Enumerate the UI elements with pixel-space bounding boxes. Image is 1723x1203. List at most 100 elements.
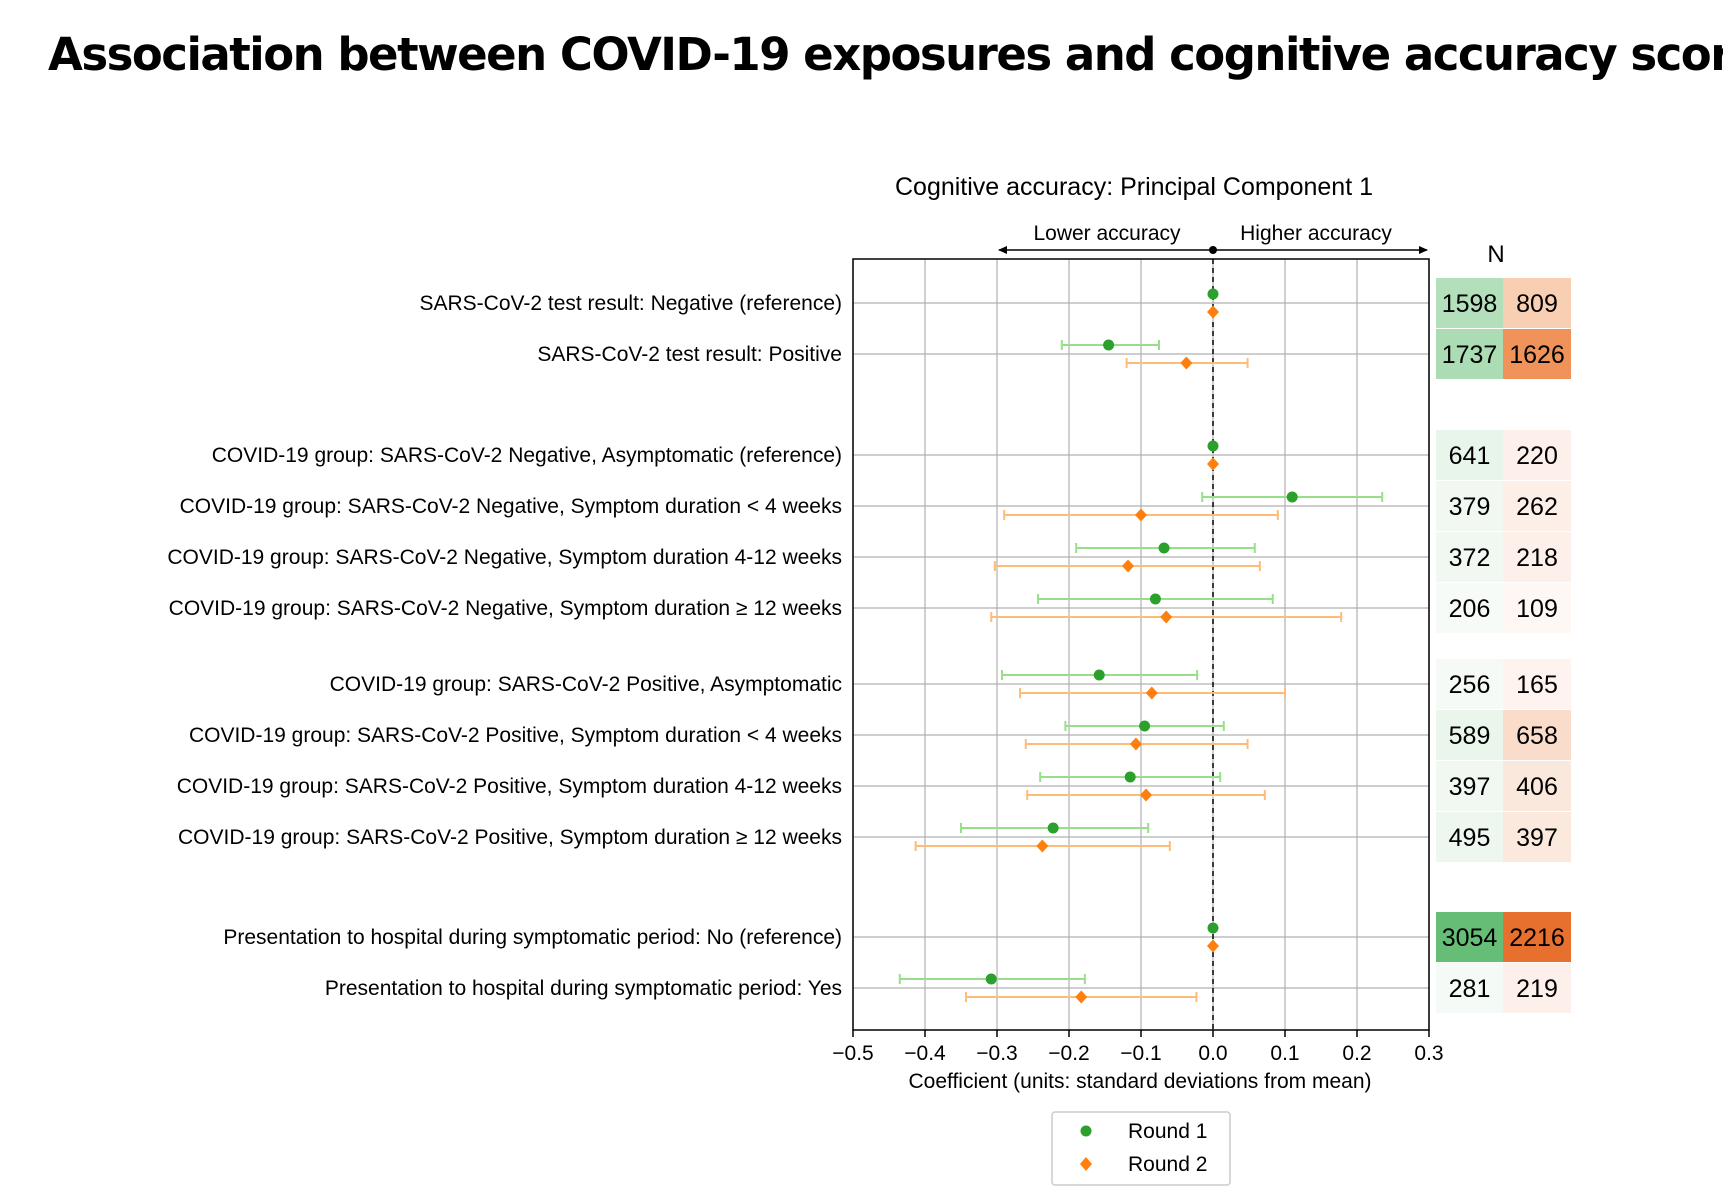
round-2-point — [1129, 737, 1142, 751]
row-label: COVID-19 group: SARS-CoV-2 Negative, Asy… — [212, 444, 842, 467]
n-round-2-cell — [1503, 532, 1571, 582]
n-round-2-value: 406 — [1516, 773, 1558, 801]
n-round-2-value: 165 — [1516, 671, 1558, 699]
x-tick-label: −0.2 — [1048, 1042, 1089, 1065]
n-round-1-cell — [1436, 710, 1503, 760]
row-label: Presentation to hospital during symptoma… — [325, 977, 842, 1000]
round-2-point — [1207, 305, 1219, 319]
round-2-point — [1122, 559, 1135, 573]
n-round-2-value: 109 — [1516, 595, 1558, 623]
x-tick-label: −0.1 — [1120, 1042, 1161, 1065]
lower-accuracy-label: Lower accuracy — [1033, 222, 1181, 245]
n-round-2-cell — [1503, 761, 1571, 811]
n-round-2-cell — [1503, 481, 1571, 531]
legend: Round 1 Round 2 — [1051, 1111, 1231, 1186]
x-tick-label: −0.4 — [904, 1042, 946, 1065]
n-round-1-cell — [1436, 659, 1503, 709]
round-1-point — [1207, 440, 1219, 452]
row-label: SARS-CoV-2 test result: Negative (refere… — [419, 292, 842, 315]
round-1-point — [1207, 922, 1219, 934]
n-round-2-value: 397 — [1516, 824, 1558, 852]
n-round-2-value: 809 — [1516, 290, 1558, 318]
row-label: COVID-19 group: SARS-CoV-2 Positive, Asy… — [330, 673, 842, 696]
page-title: Association between COVID-19 exposures a… — [48, 28, 1723, 81]
n-round-1-cell — [1436, 278, 1503, 328]
round-1-point — [1207, 288, 1219, 300]
n-round-2-value: 658 — [1516, 722, 1558, 750]
round-2-point — [1180, 356, 1193, 370]
row-label: COVID-19 group: SARS-CoV-2 Negative, Sym… — [167, 546, 842, 569]
round-1-point — [1093, 669, 1105, 681]
n-round-1-value: 372 — [1449, 544, 1491, 572]
n-round-2-cell — [1503, 963, 1571, 1013]
round-2-point — [1207, 939, 1219, 953]
legend-round-1-marker — [1080, 1125, 1092, 1137]
legend-round-2-marker — [1080, 1157, 1092, 1171]
row-label: COVID-19 group: SARS-CoV-2 Positive, Sym… — [178, 826, 842, 849]
round-1-point — [985, 973, 997, 985]
n-round-1-value: 641 — [1449, 442, 1491, 470]
round-2-point — [1036, 839, 1049, 853]
n-round-1-value: 397 — [1449, 773, 1491, 801]
n-round-2-cell — [1503, 659, 1571, 709]
n-round-1-cell — [1436, 430, 1503, 480]
x-tick-label: 0.2 — [1342, 1042, 1371, 1065]
n-round-1-cell — [1436, 963, 1503, 1013]
round-1-point — [1047, 822, 1059, 834]
n-round-1-value: 589 — [1449, 722, 1491, 750]
n-round-1-cell — [1436, 812, 1503, 862]
arrow-origin-dot — [1209, 246, 1217, 254]
row-label: SARS-CoV-2 test result: Positive — [537, 343, 842, 366]
n-round-1-value: 495 — [1449, 824, 1491, 852]
n-round-1-cell — [1436, 532, 1503, 582]
x-axis-label: Coefficient (units: standard deviations … — [908, 1070, 1371, 1093]
n-column-header: N — [1487, 241, 1504, 268]
round-1-point — [1139, 720, 1151, 732]
row-label: Presentation to hospital during symptoma… — [223, 926, 842, 949]
n-round-1-cell — [1436, 761, 1503, 811]
x-tick-label: 0.0 — [1198, 1042, 1227, 1065]
round-2-point — [1135, 508, 1147, 522]
row-label: COVID-19 group: SARS-CoV-2 Negative, Sym… — [169, 597, 842, 620]
legend-round-2-label: Round 2 — [1128, 1153, 1207, 1176]
n-round-1-cell — [1436, 912, 1503, 962]
round-2-point — [1140, 788, 1153, 802]
n-round-2-value: 220 — [1516, 442, 1558, 470]
round-1-point — [1286, 491, 1298, 503]
n-round-2-cell — [1503, 912, 1571, 962]
x-tick-label: −0.3 — [976, 1042, 1017, 1065]
n-round-1-value: 206 — [1449, 595, 1491, 623]
n-round-1-cell — [1436, 481, 1503, 531]
n-round-1-value: 1737 — [1442, 341, 1498, 369]
row-label: COVID-19 group: SARS-CoV-2 Positive, Sym… — [177, 775, 842, 798]
row-label: COVID-19 group: SARS-CoV-2 Negative, Sym… — [180, 495, 842, 518]
n-round-2-value: 218 — [1516, 544, 1558, 572]
n-round-1-value: 379 — [1449, 493, 1491, 521]
round-2-point — [1075, 990, 1088, 1004]
n-round-2-value: 219 — [1516, 975, 1558, 1003]
n-round-1-value: 3054 — [1442, 924, 1498, 952]
x-tick-label: 0.3 — [1414, 1042, 1443, 1065]
n-round-1-value: 1598 — [1442, 290, 1498, 318]
chart-title: Cognitive accuracy: Principal Component … — [895, 173, 1373, 201]
legend-round-1-label: Round 1 — [1128, 1120, 1207, 1143]
n-round-2-cell — [1503, 812, 1571, 862]
round-1-point — [1158, 542, 1170, 554]
n-round-2-cell — [1503, 583, 1571, 633]
round-1-point — [1103, 339, 1115, 351]
n-round-1-value: 281 — [1449, 975, 1491, 1003]
n-round-2-cell — [1503, 430, 1571, 480]
higher-accuracy-label: Higher accuracy — [1240, 222, 1392, 245]
n-round-2-value: 262 — [1516, 493, 1558, 521]
n-round-2-value: 2216 — [1509, 924, 1565, 952]
round-2-point — [1160, 610, 1173, 624]
row-label: COVID-19 group: SARS-CoV-2 Positive, Sym… — [189, 724, 842, 747]
round-2-point — [1145, 686, 1158, 700]
round-1-point — [1149, 593, 1161, 605]
n-round-2-value: 1626 — [1509, 341, 1565, 369]
legend-box — [1051, 1111, 1231, 1186]
round-1-point — [1124, 771, 1136, 783]
x-tick-label: −0.5 — [832, 1042, 873, 1065]
n-round-1-cell — [1436, 583, 1503, 633]
